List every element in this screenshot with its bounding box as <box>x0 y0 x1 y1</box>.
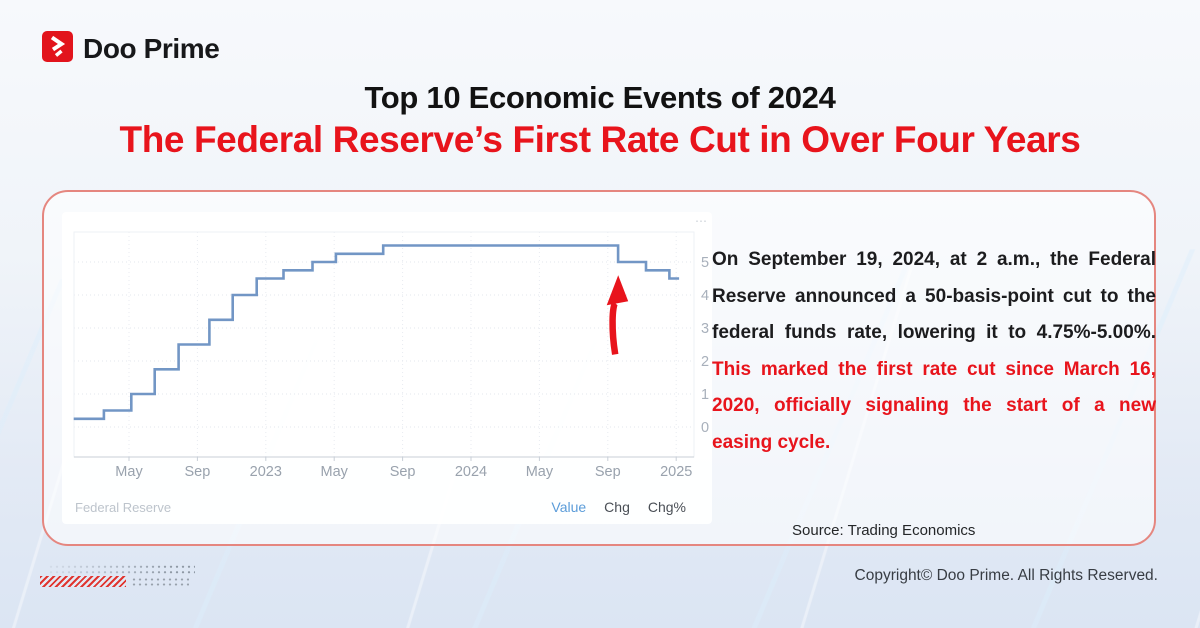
x-tick-label: May <box>115 464 143 480</box>
x-tick-label: 2023 <box>250 464 282 480</box>
doo-prime-logo: Doo Prime <box>42 31 220 67</box>
source-label: Source: Trading Economics <box>792 522 976 539</box>
y-tick-label: 2 <box>701 354 709 370</box>
x-tick-label: 2025 <box>660 464 692 480</box>
y-tick-label: 3 <box>701 321 709 337</box>
footer-dots-decoration-side <box>131 577 189 587</box>
copyright-text: Copyright© Doo Prime. All Rights Reserve… <box>854 567 1158 584</box>
x-tick-label: Sep <box>390 464 416 480</box>
y-tick-label: 4 <box>701 288 709 304</box>
rate-chart-widget: May Sep 2023 May Sep 2024 May Sep 2025 0 1 2 3 4 5 ⋯ F… <box>62 212 712 524</box>
footer-red-stripe-decoration <box>40 576 126 587</box>
doo-prime-logo-icon <box>42 31 73 67</box>
chart-tab-value[interactable]: Value <box>551 499 587 515</box>
event-description-highlight: This marked the first rate cut since Mar… <box>712 358 1156 453</box>
chart-attribution: Federal Reserve <box>75 500 172 515</box>
event-description: On September 19, 2024, at 2 a.m., the Fe… <box>712 242 1156 462</box>
y-tick-label: 5 <box>701 255 709 271</box>
x-tick-label: Sep <box>595 464 621 480</box>
x-tick-label: Sep <box>184 464 210 480</box>
rate-step-line <box>73 244 680 421</box>
rate-chart: May Sep 2023 May Sep 2024 May Sep 2025 0 1 2 3 4 5 <box>73 231 709 480</box>
rate-cut-arrow <box>606 275 629 355</box>
content-card: May Sep 2023 May Sep 2024 May Sep 2025 0 1 2 3 4 5 ⋯ F… <box>42 190 1156 546</box>
page-subtitle: The Federal Reserve’s First Rate Cut in … <box>119 119 1081 160</box>
x-tick-label: May <box>320 464 348 480</box>
y-tick-label: 0 <box>701 420 709 436</box>
chart-tab-bar: Value Chg Chg% <box>551 499 686 515</box>
chart-grid <box>73 231 695 458</box>
x-tick-label: 2024 <box>455 464 487 480</box>
footer-dots-decoration-top <box>48 564 195 575</box>
chart-tab-chg[interactable]: Chg <box>604 499 630 515</box>
y-tick-label: 1 <box>701 387 709 403</box>
chart-axes: May Sep 2023 May Sep 2024 May Sep 2025 0 1 2 3 4 5 <box>74 255 709 480</box>
widget-menu-icon[interactable]: ⋯ <box>695 214 708 228</box>
chart-tab-chgpct[interactable]: Chg% <box>647 499 686 515</box>
page-title: Top 10 Economic Events of 2024 <box>364 80 836 115</box>
x-tick-label: May <box>526 464 554 480</box>
logo-wordmark: Doo Prime <box>83 33 220 64</box>
event-description-lead: On September 19, 2024, at 2 a.m., the Fe… <box>712 249 1156 344</box>
